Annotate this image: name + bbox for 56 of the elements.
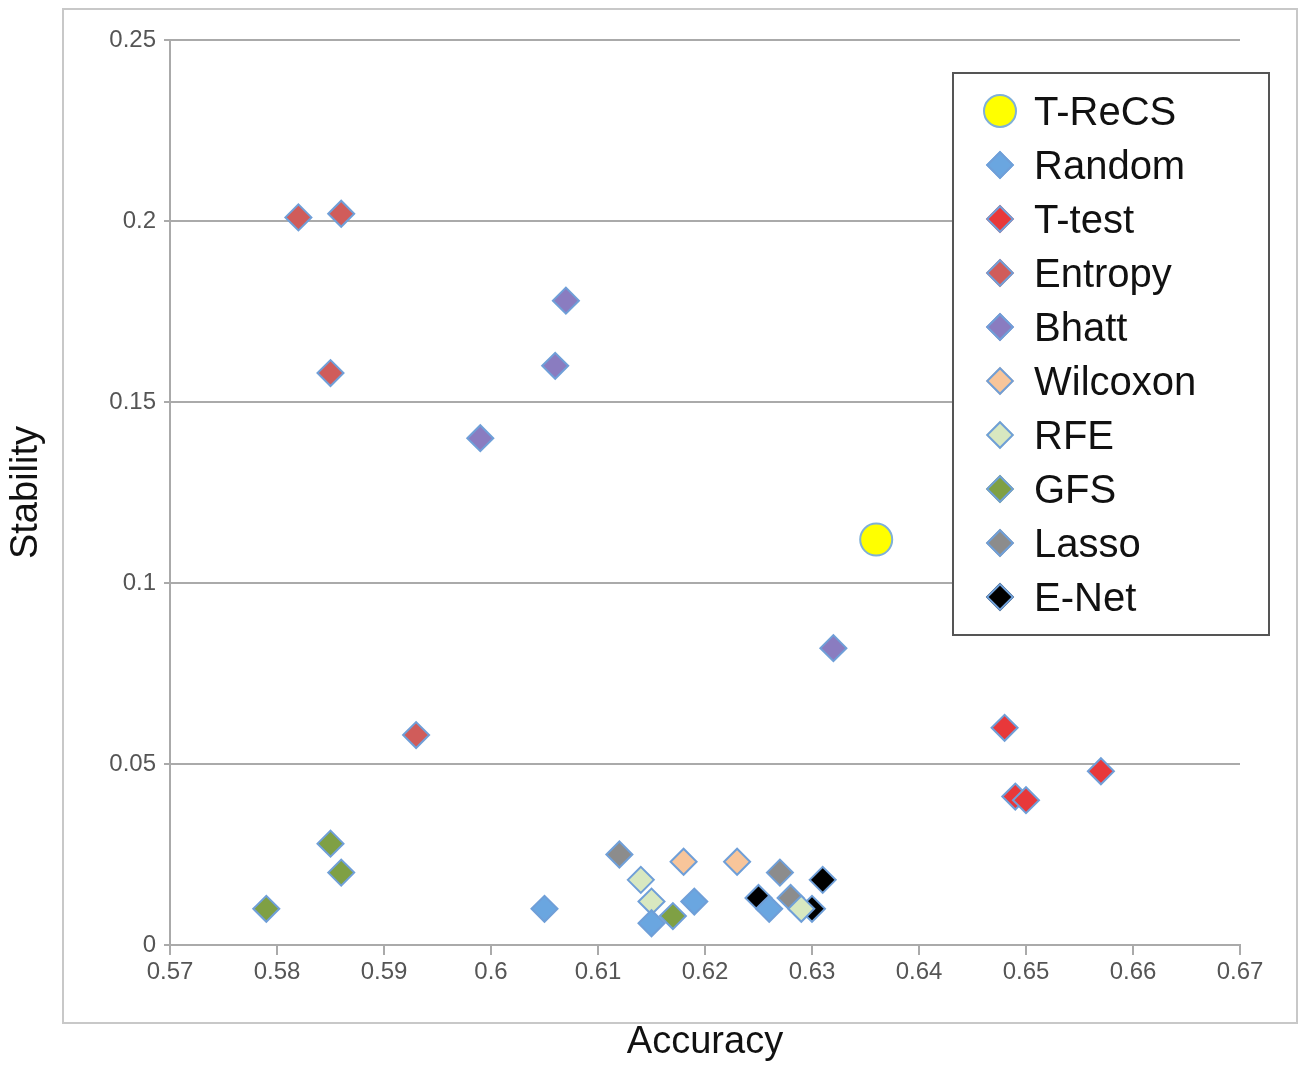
point bbox=[808, 865, 837, 894]
point bbox=[669, 847, 698, 876]
y-tick-label: 0.05 bbox=[109, 748, 156, 776]
legend-label: RFE bbox=[1034, 412, 1114, 458]
x-tick-label: 0.64 bbox=[895, 957, 943, 985]
point bbox=[551, 286, 580, 315]
point bbox=[1012, 786, 1040, 815]
x-tick-label: 0.57 bbox=[146, 957, 194, 985]
point bbox=[327, 199, 356, 228]
x-tick-label: 0.67 bbox=[1216, 957, 1264, 985]
point bbox=[723, 847, 752, 876]
x-tick-label: 0.62 bbox=[681, 957, 729, 985]
point bbox=[637, 909, 666, 938]
y-tick-label: 0.1 bbox=[122, 567, 156, 595]
point bbox=[316, 359, 345, 388]
point bbox=[316, 829, 345, 858]
legend-label: GFS bbox=[1034, 466, 1117, 512]
point bbox=[284, 203, 313, 232]
x-tick-label: 0.59 bbox=[360, 957, 408, 985]
legend-label: Wilcoxon bbox=[1034, 358, 1197, 404]
point bbox=[990, 713, 1019, 742]
x-tick-label: 0.61 bbox=[574, 957, 622, 985]
point bbox=[680, 887, 709, 916]
point bbox=[819, 634, 848, 663]
point bbox=[859, 522, 894, 557]
point bbox=[626, 865, 655, 894]
point bbox=[402, 721, 431, 750]
point bbox=[1086, 757, 1115, 786]
point bbox=[327, 858, 356, 887]
point bbox=[658, 902, 687, 931]
x-tick-label: 0.66 bbox=[1109, 957, 1157, 985]
x-tick-label: 0.63 bbox=[788, 957, 836, 985]
y-tick-label: 0.15 bbox=[109, 386, 156, 414]
x-axis-title: Accuracy bbox=[626, 1018, 784, 1061]
y-tick-label: 0.25 bbox=[109, 24, 156, 52]
point bbox=[541, 351, 570, 380]
y-tick-label: 0 bbox=[142, 929, 156, 957]
point bbox=[787, 894, 816, 923]
x-tick-label: 0.65 bbox=[1002, 957, 1050, 985]
legend-label: Lasso bbox=[1034, 520, 1141, 566]
legend-label: Random bbox=[1034, 142, 1186, 188]
legend-label: T-test bbox=[1034, 196, 1135, 242]
point bbox=[605, 840, 634, 869]
legend-label: Entropy bbox=[1034, 250, 1172, 296]
y-tick-label: 0.2 bbox=[122, 205, 156, 233]
point bbox=[252, 894, 281, 923]
point bbox=[466, 424, 495, 453]
legend-label: E-Net bbox=[1034, 574, 1137, 620]
y-axis-title: Stability bbox=[3, 425, 46, 560]
legend-label: T-ReCS bbox=[1034, 88, 1177, 134]
point bbox=[530, 894, 559, 923]
legend-label: Bhatt bbox=[1034, 304, 1128, 350]
x-tick-label: 0.6 bbox=[474, 957, 508, 985]
x-tick-label: 0.58 bbox=[253, 957, 301, 985]
point bbox=[765, 858, 794, 887]
point bbox=[755, 894, 784, 923]
